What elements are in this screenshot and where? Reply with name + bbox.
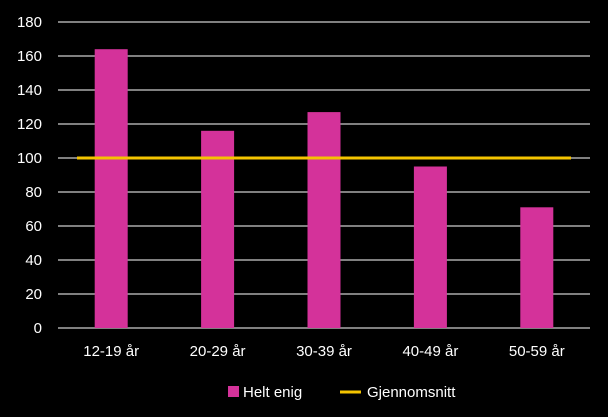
bars — [94, 49, 554, 328]
y-tick-label: 80 — [25, 184, 42, 201]
bar — [307, 112, 341, 328]
x-axis-tick-labels: 12-19 år 20-29 år 30-39 år 40-49 år 50-59 år — [83, 343, 564, 360]
y-tick-label: 60 — [25, 218, 42, 235]
x-tick-label: 12-19 år — [83, 343, 139, 360]
bar — [413, 166, 447, 328]
y-tick-label: 160 — [17, 48, 42, 65]
y-tick-label: 180 — [17, 14, 42, 31]
x-tick-label: 30-39 år — [296, 343, 352, 360]
y-tick-label: 0 — [34, 320, 42, 337]
y-axis-tick-labels: 0 20 40 60 80 100 120 140 160 180 — [17, 14, 42, 337]
y-tick-label: 20 — [25, 286, 42, 303]
bar — [520, 207, 554, 328]
legend: Helt enig Gjennomsnitt — [228, 384, 456, 401]
x-tick-label: 20-29 år — [190, 343, 246, 360]
legend-swatch-bar — [228, 386, 239, 397]
x-tick-label: 40-49 år — [402, 343, 458, 360]
bar — [201, 130, 235, 328]
y-tick-label: 140 — [17, 82, 42, 99]
legend-label-bar: Helt enig — [243, 384, 302, 401]
legend-label-line: Gjennomsnitt — [367, 384, 456, 401]
x-tick-label: 50-59 år — [509, 343, 565, 360]
y-tick-label: 40 — [25, 252, 42, 269]
y-tick-label: 120 — [17, 116, 42, 133]
bar — [94, 49, 128, 328]
y-tick-label: 100 — [17, 150, 42, 167]
